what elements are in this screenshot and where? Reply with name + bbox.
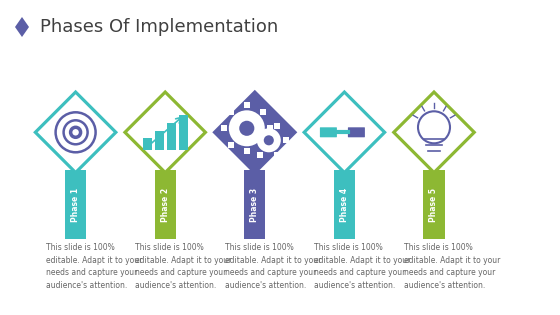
- FancyBboxPatch shape: [155, 131, 164, 150]
- FancyBboxPatch shape: [249, 137, 255, 143]
- Circle shape: [264, 135, 274, 145]
- FancyBboxPatch shape: [65, 170, 86, 239]
- FancyBboxPatch shape: [423, 170, 445, 239]
- FancyBboxPatch shape: [274, 152, 281, 158]
- Text: Phase 3: Phase 3: [250, 188, 259, 222]
- FancyBboxPatch shape: [267, 125, 273, 131]
- FancyBboxPatch shape: [167, 123, 176, 150]
- Polygon shape: [123, 90, 208, 175]
- Circle shape: [257, 128, 281, 152]
- Polygon shape: [15, 17, 29, 37]
- Polygon shape: [33, 90, 118, 175]
- FancyBboxPatch shape: [227, 109, 234, 115]
- Text: Phase 5: Phase 5: [430, 188, 438, 222]
- FancyBboxPatch shape: [143, 138, 152, 150]
- Text: This slide is 100%
editable. Adapt it to your
needs and capture your
audience's : This slide is 100% editable. Adapt it to…: [314, 243, 411, 290]
- Polygon shape: [217, 94, 293, 170]
- Text: This slide is 100%
editable. Adapt it to your
needs and capture your
audience's : This slide is 100% editable. Adapt it to…: [135, 243, 232, 290]
- Text: This slide is 100%
editable. Adapt it to your
needs and capture your
audience's : This slide is 100% editable. Adapt it to…: [404, 243, 501, 290]
- FancyBboxPatch shape: [274, 123, 281, 129]
- FancyBboxPatch shape: [334, 170, 355, 239]
- Circle shape: [239, 121, 254, 136]
- Polygon shape: [212, 90, 297, 175]
- FancyBboxPatch shape: [227, 141, 234, 147]
- Text: This slide is 100%
editable. Adapt it to your
needs and capture your
audience's : This slide is 100% editable. Adapt it to…: [225, 243, 321, 290]
- Text: This slide is 100%
editable. Adapt it to your
needs and capture your
audience's : This slide is 100% editable. Adapt it to…: [45, 243, 142, 290]
- FancyBboxPatch shape: [257, 123, 263, 129]
- Text: Phase 4: Phase 4: [340, 188, 349, 222]
- Polygon shape: [306, 94, 382, 170]
- FancyBboxPatch shape: [260, 141, 266, 147]
- Polygon shape: [396, 94, 472, 170]
- FancyBboxPatch shape: [155, 170, 176, 239]
- Circle shape: [229, 110, 265, 146]
- FancyBboxPatch shape: [244, 170, 265, 239]
- FancyBboxPatch shape: [283, 137, 289, 143]
- FancyBboxPatch shape: [179, 115, 188, 150]
- FancyBboxPatch shape: [244, 102, 250, 108]
- Text: Phase 1: Phase 1: [71, 188, 80, 222]
- Polygon shape: [38, 94, 114, 170]
- FancyBboxPatch shape: [320, 127, 337, 137]
- FancyBboxPatch shape: [260, 109, 266, 115]
- Text: Phase 2: Phase 2: [161, 188, 170, 222]
- Polygon shape: [302, 90, 387, 175]
- Text: Phases Of Implementation: Phases Of Implementation: [40, 18, 278, 36]
- FancyBboxPatch shape: [244, 148, 250, 154]
- FancyBboxPatch shape: [257, 152, 263, 158]
- FancyBboxPatch shape: [221, 125, 227, 131]
- Polygon shape: [127, 94, 203, 170]
- Polygon shape: [391, 90, 477, 175]
- FancyBboxPatch shape: [348, 127, 365, 137]
